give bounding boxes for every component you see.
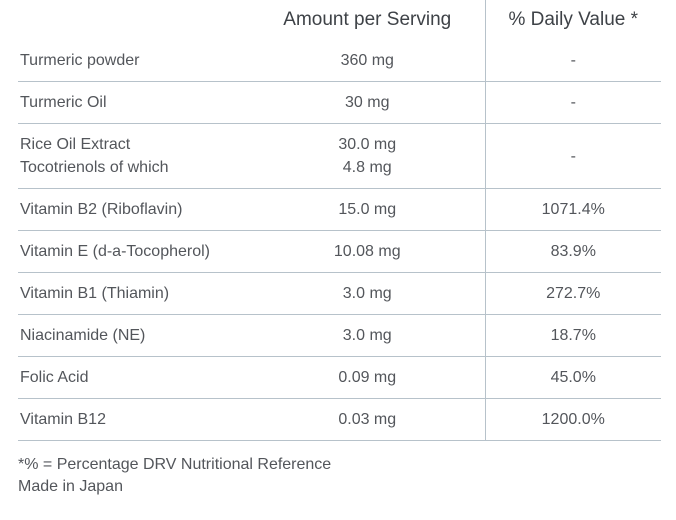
ingredient-name: Vitamin B12 bbox=[18, 398, 250, 441]
daily-value: 45.0% bbox=[484, 356, 661, 399]
amount-value: 10.08 mg bbox=[250, 230, 485, 273]
ingredient-name: Turmeric powder bbox=[18, 40, 250, 82]
daily-value: 83.9% bbox=[484, 230, 661, 273]
table-row: Vitamin B1 (Thiamin) 3.0 mg 272.7% bbox=[18, 272, 661, 315]
ingredient-name: Rice Oil Extract Tocotrienols of which bbox=[18, 123, 250, 189]
table-row: Vitamin E (d-a-Tocopherol) 10.08 mg 83.9… bbox=[18, 230, 661, 273]
daily-value: 18.7% bbox=[484, 314, 661, 357]
daily-value: 1200.0% bbox=[484, 398, 661, 441]
ingredient-name: Vitamin B2 (Riboflavin) bbox=[18, 188, 250, 231]
amount-value: 15.0 mg bbox=[250, 188, 485, 231]
amount-value: 30 mg bbox=[250, 81, 485, 124]
table-row: Turmeric Oil 30 mg - bbox=[18, 81, 661, 124]
ingredient-name: Vitamin B1 (Thiamin) bbox=[18, 272, 250, 315]
ingredient-name: Folic Acid bbox=[18, 356, 250, 399]
ingredient-name: Turmeric Oil bbox=[18, 81, 250, 124]
daily-value: - bbox=[484, 40, 661, 82]
daily-value-column-header: % Daily Value * bbox=[484, 0, 661, 40]
amount-value: 30.0 mg 4.8 mg bbox=[250, 123, 485, 189]
daily-value: - bbox=[484, 123, 661, 189]
ingredient-name: Vitamin E (d-a-Tocopherol) bbox=[18, 230, 250, 273]
daily-value: 272.7% bbox=[484, 272, 661, 315]
table-row: Folic Acid 0.09 mg 45.0% bbox=[18, 356, 661, 399]
footnote-made-in: Made in Japan bbox=[18, 478, 123, 495]
ingredient-column-header bbox=[18, 0, 250, 40]
table-header: Amount per Serving % Daily Value * bbox=[18, 0, 661, 40]
amount-value: 360 mg bbox=[250, 40, 485, 82]
table-row: Rice Oil Extract Tocotrienols of which 3… bbox=[18, 123, 661, 189]
amount-value: 3.0 mg bbox=[250, 272, 485, 315]
table-row: Niacinamide (NE) 3.0 mg 18.7% bbox=[18, 314, 661, 357]
amount-value: 0.09 mg bbox=[250, 356, 485, 399]
footnote-drv-reference: *% = Percentage DRV Nutritional Referenc… bbox=[18, 456, 332, 473]
table-row: Turmeric powder 360 mg - bbox=[18, 40, 661, 82]
table-row: Vitamin B2 (Riboflavin) 15.0 mg 1071.4% bbox=[18, 188, 661, 231]
footnote: *% = Percentage DRV Nutritional Referenc… bbox=[18, 454, 676, 498]
table-row: Vitamin B12 0.03 mg 1200.0% bbox=[18, 398, 661, 441]
daily-value: 1071.4% bbox=[484, 188, 661, 231]
amount-column-header: Amount per Serving bbox=[283, 9, 452, 30]
ingredient-name: Niacinamide (NE) bbox=[18, 314, 250, 357]
nutrition-facts-table: Amount per Serving % Daily Value * Turme… bbox=[18, 0, 661, 441]
header-row: Amount per Serving % Daily Value * bbox=[18, 0, 661, 40]
daily-value: - bbox=[484, 81, 661, 124]
amount-value: 0.03 mg bbox=[250, 398, 485, 441]
amount-value: 3.0 mg bbox=[250, 314, 485, 357]
